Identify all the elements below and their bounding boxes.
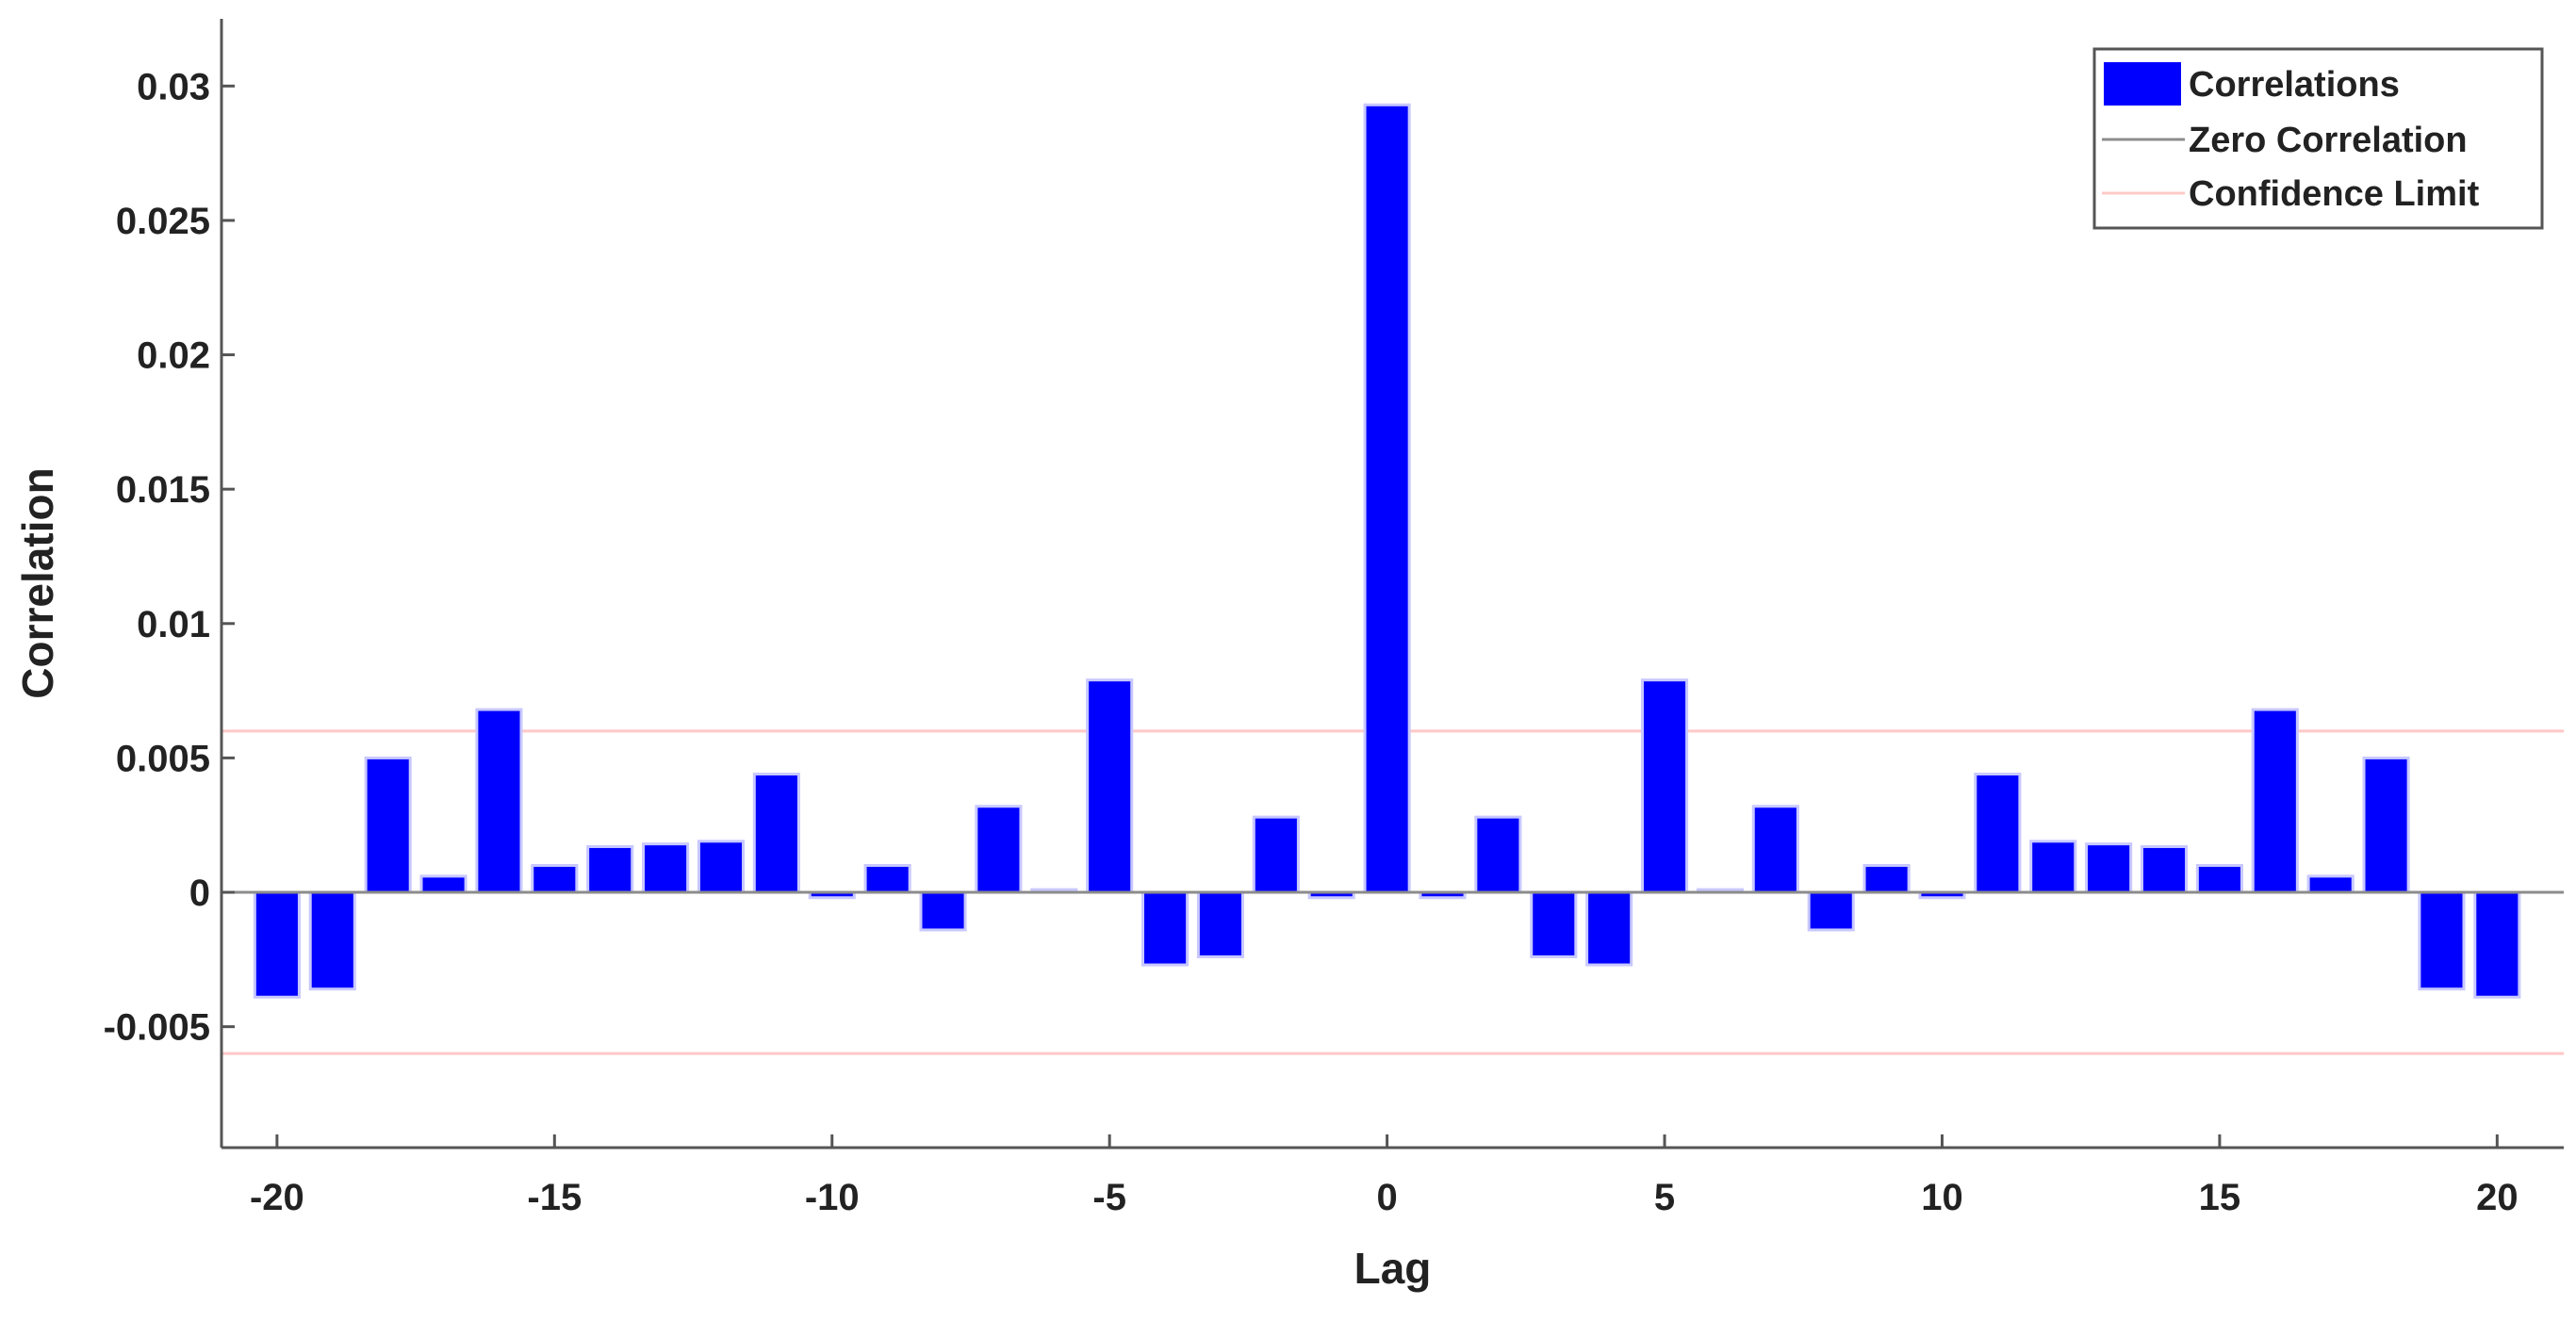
bar-lag-2 bbox=[1474, 815, 1522, 894]
bar-lag-3 bbox=[1530, 890, 1578, 958]
bar-lag-15 bbox=[2195, 864, 2243, 894]
x-tick-label: -20 bbox=[250, 1177, 304, 1218]
y-tick-label: 0 bbox=[189, 873, 210, 914]
bar-lag--5 bbox=[1086, 678, 1134, 894]
y-axis-label: Correlation bbox=[13, 467, 62, 698]
axes bbox=[220, 19, 2564, 1150]
x-tick-label: 20 bbox=[2476, 1177, 2519, 1218]
y-ticks: -0.005 0 0.005 0.01 0.015 0.02 0.025 0.03 bbox=[104, 66, 235, 1049]
x-tick-label: 10 bbox=[1921, 1177, 1963, 1218]
bar-lag--13 bbox=[642, 842, 690, 894]
bar-lag-14 bbox=[2140, 845, 2189, 894]
y-tick-label: 0.005 bbox=[116, 738, 210, 779]
bar-lag--20 bbox=[253, 890, 301, 999]
bar-lag--8 bbox=[919, 890, 967, 932]
y-tick-label: 0.025 bbox=[116, 201, 210, 242]
bar-lag-17 bbox=[2306, 874, 2354, 894]
bar-lag--12 bbox=[697, 840, 746, 894]
bar-lag-13 bbox=[2085, 842, 2133, 894]
bar-lag-4 bbox=[1585, 890, 1633, 967]
bar-lag-12 bbox=[2029, 840, 2077, 894]
y-tick-label: 0.015 bbox=[116, 469, 210, 511]
legend-label: Correlations bbox=[2189, 65, 2400, 105]
bar-lag--7 bbox=[975, 805, 1023, 894]
y-tick-label: 0.02 bbox=[137, 335, 210, 377]
legend-entries: Correlations Zero Correlation Confidence L… bbox=[2102, 62, 2480, 214]
bar-lag-9 bbox=[1862, 864, 1911, 894]
x-tick-label: 15 bbox=[2199, 1177, 2241, 1218]
x-tick-label: -5 bbox=[1092, 1177, 1126, 1218]
bar-lag-11 bbox=[1974, 773, 2022, 894]
bar-lag--17 bbox=[419, 874, 468, 894]
bar-lag--3 bbox=[1196, 890, 1245, 958]
y-tick-label: -0.005 bbox=[104, 1007, 210, 1049]
legend-label: Confidence Limit bbox=[2189, 174, 2480, 214]
bar-lag-18 bbox=[2362, 756, 2410, 894]
y-tick-label: 0.03 bbox=[137, 66, 210, 107]
bar-lag--14 bbox=[586, 845, 634, 894]
legend-swatch-correlations bbox=[2104, 62, 2181, 106]
bar-lag-20 bbox=[2473, 890, 2521, 999]
bar-lag--18 bbox=[364, 756, 412, 894]
bar-lag--4 bbox=[1141, 890, 1190, 967]
bar-lag--11 bbox=[752, 773, 800, 894]
x-tick-label: -15 bbox=[527, 1177, 582, 1218]
bar-lag-0 bbox=[1363, 103, 1411, 894]
x-tick-label: 0 bbox=[1376, 1177, 1397, 1218]
bar-lag--9 bbox=[863, 864, 911, 894]
bar-lag-8 bbox=[1807, 890, 1855, 932]
bars bbox=[253, 103, 2521, 999]
bar-lag-19 bbox=[2418, 890, 2466, 991]
x-tick-label: -10 bbox=[805, 1177, 860, 1218]
x-axis-label: Lag bbox=[1354, 1244, 1432, 1293]
y-tick-label: 0.01 bbox=[137, 604, 210, 645]
bar-lag--19 bbox=[308, 890, 356, 991]
bar-lag-5 bbox=[1640, 678, 1689, 894]
bar-lag--15 bbox=[531, 864, 579, 894]
bar-lag--16 bbox=[475, 708, 523, 894]
legend-label: Zero Correlation bbox=[2189, 121, 2468, 160]
x-ticks: -20 -15 -10 -5 0 5 10 15 20 bbox=[250, 1134, 2519, 1218]
x-tick-label: 5 bbox=[1654, 1177, 1675, 1218]
bar-lag--2 bbox=[1252, 815, 1300, 894]
bar-lag-16 bbox=[2251, 708, 2299, 894]
legend: Correlations Zero Correlation Confidence L… bbox=[2092, 47, 2544, 230]
bar-lag-7 bbox=[1751, 805, 1799, 894]
